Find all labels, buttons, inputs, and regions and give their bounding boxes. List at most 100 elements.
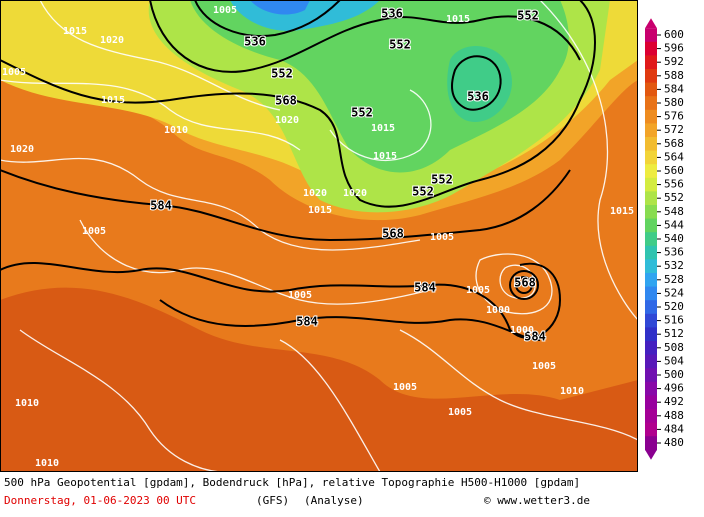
legend-swatch <box>645 82 657 97</box>
legend-swatch <box>645 69 657 84</box>
legend-label: 524 <box>664 286 684 299</box>
legend-swatch <box>645 164 657 179</box>
legend-label: 580 <box>664 96 684 109</box>
map-border <box>0 0 638 472</box>
footer-model: (GFS) <box>256 494 289 507</box>
isobar-label: 1020 <box>275 115 299 126</box>
legend-label: 596 <box>664 42 684 55</box>
legend-label: 504 <box>664 354 684 367</box>
height-label: 568 <box>514 276 536 290</box>
isobar-label: 1015 <box>63 26 87 37</box>
isobar-label: 1005 <box>393 382 417 393</box>
legend-swatch <box>645 409 657 424</box>
legend-swatch <box>645 381 657 396</box>
isobar-label: 1020 <box>343 188 367 199</box>
legend-label: 588 <box>664 69 684 82</box>
legend-swatch <box>645 109 657 124</box>
legend-label: 520 <box>664 300 684 313</box>
legend-label: 592 <box>664 55 684 68</box>
height-label: 584 <box>524 330 546 344</box>
legend-swatch <box>645 205 657 220</box>
legend-label: 512 <box>664 327 684 340</box>
legend-swatch <box>645 177 657 192</box>
legend-label: 544 <box>664 218 684 231</box>
height-label: 552 <box>517 9 539 23</box>
legend-label: 492 <box>664 395 684 408</box>
height-label: 584 <box>296 315 318 329</box>
legend-swatch <box>645 422 657 437</box>
isobar-label: 1005 <box>466 285 490 296</box>
legend-label: 488 <box>664 409 684 422</box>
isobar-label: 1005 <box>448 407 472 418</box>
isobar-label: 1005 <box>82 226 106 237</box>
legend-label: 532 <box>664 259 684 272</box>
legend-swatch <box>645 286 657 301</box>
footer-description: 500 hPa Geopotential [gpdam], Bodendruck… <box>4 476 580 489</box>
legend-label: 516 <box>664 314 684 327</box>
isobar-label: 1000 <box>510 325 534 336</box>
height-label: 552 <box>431 173 453 187</box>
isobar-label: 1015 <box>308 205 332 216</box>
footer-run: (Analyse) <box>304 494 364 507</box>
height-label: 568 <box>382 227 404 241</box>
color-legend: 6005965925885845805765725685645605565525… <box>645 18 684 460</box>
legend-label: 508 <box>664 341 684 354</box>
legend-label: 600 <box>664 28 684 41</box>
legend-swatch <box>645 245 657 260</box>
isobar-label: 1005 <box>288 290 312 301</box>
isobar-label: 1015 <box>371 123 395 134</box>
isobar-label: 1015 <box>446 14 470 25</box>
height-label: 552 <box>412 185 434 199</box>
footer-credit: © www.wetter3.de <box>484 494 590 507</box>
isobar-label: 1020 <box>303 188 327 199</box>
isobar-label: 1010 <box>35 458 59 469</box>
legend-arrow-bottom <box>645 449 657 460</box>
isobar-label: 1015 <box>610 206 634 217</box>
legend-swatch <box>645 273 657 288</box>
footer-date: Donnerstag, 01-06-2023 00 UTC <box>4 494 196 507</box>
legend-swatch <box>645 313 657 328</box>
legend-label: 552 <box>664 191 684 204</box>
legend-label: 500 <box>664 368 684 381</box>
height-label: 536 <box>244 35 266 49</box>
height-label: 536 <box>467 90 489 104</box>
legend-swatch <box>645 218 657 233</box>
legend-swatch <box>645 436 657 451</box>
legend-label: 560 <box>664 164 684 177</box>
height-label: 552 <box>271 67 293 81</box>
legend-label: 484 <box>664 422 684 435</box>
legend-swatch <box>645 300 657 315</box>
legend-swatch <box>645 259 657 274</box>
legend-label: 576 <box>664 110 684 123</box>
legend-swatch <box>645 232 657 247</box>
legend-label: 496 <box>664 382 684 395</box>
legend-label: 584 <box>664 82 684 95</box>
legend-label: 528 <box>664 273 684 286</box>
isobar-label: 1010 <box>560 386 584 397</box>
legend-swatch <box>645 395 657 410</box>
isobar-label: 1000 <box>486 305 510 316</box>
legend-arrow-top <box>645 18 657 29</box>
legend-swatch <box>645 150 657 165</box>
legend-swatch <box>645 368 657 383</box>
legend-label: 548 <box>664 205 684 218</box>
legend-label: 556 <box>664 178 684 191</box>
isobar-label: 1020 <box>100 35 124 46</box>
isobar-label: 1010 <box>15 398 39 409</box>
height-label: 584 <box>414 281 436 295</box>
legend-swatch <box>645 28 657 43</box>
legend-label: 568 <box>664 137 684 150</box>
height-label: 584 <box>150 199 172 213</box>
legend-swatch <box>645 341 657 356</box>
isobar-label: 1015 <box>373 151 397 162</box>
isobar-label: 1020 <box>10 144 34 155</box>
isobar-label: 1015 <box>101 95 125 106</box>
isobar-label: 1010 <box>164 125 188 136</box>
isobar-label: 1005 <box>2 67 26 78</box>
legend-swatch <box>645 191 657 206</box>
legend-label: 564 <box>664 150 684 163</box>
legend-swatch <box>645 123 657 138</box>
